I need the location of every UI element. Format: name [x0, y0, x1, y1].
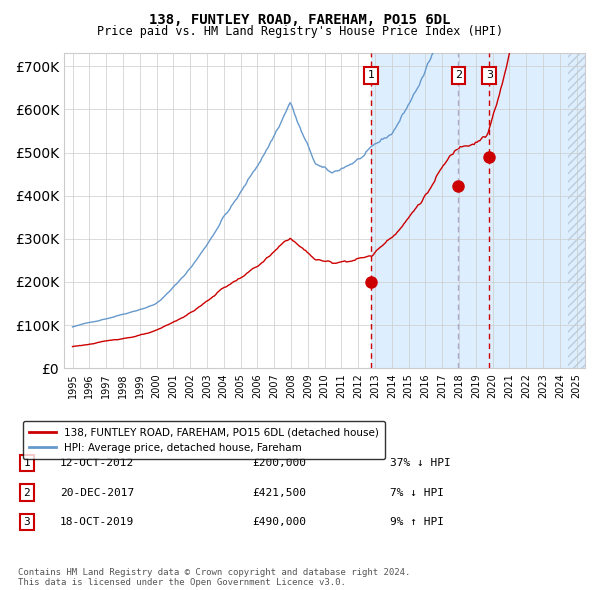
Text: 20-DEC-2017: 20-DEC-2017: [60, 488, 134, 497]
Text: 2: 2: [455, 70, 462, 80]
Text: 138, FUNTLEY ROAD, FAREHAM, PO15 6DL: 138, FUNTLEY ROAD, FAREHAM, PO15 6DL: [149, 13, 451, 27]
Legend: 138, FUNTLEY ROAD, FAREHAM, PO15 6DL (detached house), HPI: Average price, detac: 138, FUNTLEY ROAD, FAREHAM, PO15 6DL (de…: [23, 421, 385, 459]
Bar: [371, 53, 577, 368]
Text: 18-OCT-2019: 18-OCT-2019: [60, 517, 134, 527]
Text: £421,500: £421,500: [252, 488, 306, 497]
Text: Price paid vs. HM Land Registry's House Price Index (HPI): Price paid vs. HM Land Registry's House …: [97, 25, 503, 38]
Text: 12-OCT-2012: 12-OCT-2012: [60, 458, 134, 468]
Text: 3: 3: [486, 70, 493, 80]
Text: 7% ↓ HPI: 7% ↓ HPI: [390, 488, 444, 497]
Bar: [568, 53, 590, 368]
Text: 37% ↓ HPI: 37% ↓ HPI: [390, 458, 451, 468]
Text: 2: 2: [23, 488, 31, 497]
Text: 1: 1: [368, 70, 375, 80]
Text: £490,000: £490,000: [252, 517, 306, 527]
Text: Contains HM Land Registry data © Crown copyright and database right 2024.
This d: Contains HM Land Registry data © Crown c…: [18, 568, 410, 587]
Text: 3: 3: [23, 517, 31, 527]
Text: £200,000: £200,000: [252, 458, 306, 468]
Text: 9% ↑ HPI: 9% ↑ HPI: [390, 517, 444, 527]
Text: 1: 1: [23, 458, 31, 468]
